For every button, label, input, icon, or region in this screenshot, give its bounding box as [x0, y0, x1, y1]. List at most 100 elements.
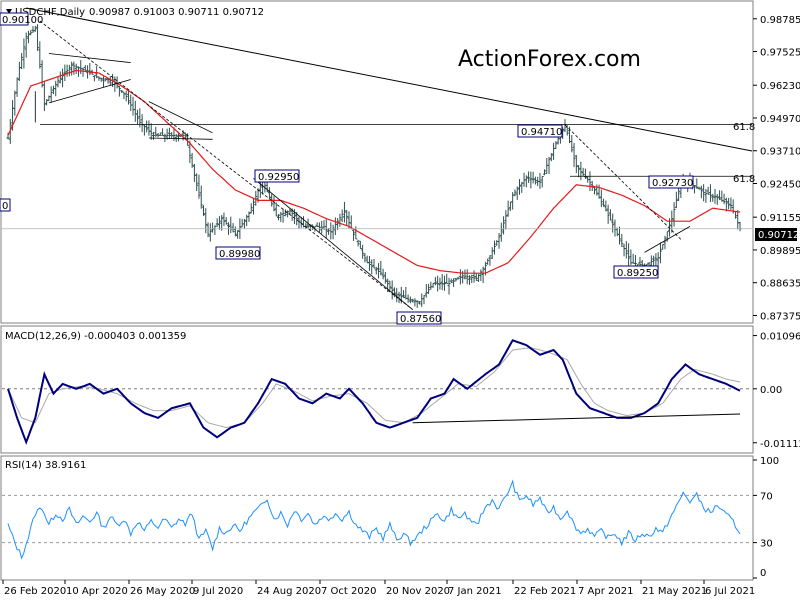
ohlc-bar	[497, 233, 501, 249]
ohlc-bar	[104, 78, 108, 82]
pattern-line	[48, 79, 131, 104]
ohlc-bar	[165, 128, 169, 140]
ohlc-bar	[204, 208, 208, 234]
ohlc-bar	[22, 38, 26, 69]
ohlc-bar	[147, 120, 151, 136]
ohlc-bar	[231, 223, 235, 233]
ohlc-bar	[145, 120, 149, 133]
ohlc-bar	[554, 141, 558, 149]
ohlc-bar	[440, 274, 444, 291]
ohlc-bar	[38, 41, 42, 69]
ohlc-bar	[124, 90, 128, 102]
price-tick-label: 0.94970	[760, 114, 800, 125]
price-tick-label: 0.88635	[760, 279, 800, 290]
macd-trendline	[412, 413, 741, 424]
ohlc-bar	[154, 126, 158, 137]
ohlc-bar	[56, 76, 60, 88]
ohlc-bar	[279, 211, 283, 222]
ohlc-bar	[627, 243, 631, 267]
ohlc-bar	[595, 184, 599, 196]
svg-text:0.92730: 0.92730	[652, 178, 693, 189]
ohlc-bar	[481, 266, 485, 284]
ohlc-bar	[715, 194, 719, 205]
ohlc-bar	[515, 186, 519, 200]
ohlc-bar	[370, 259, 374, 275]
ohlc-bar	[624, 241, 628, 259]
rsi-tick-label: 70	[760, 491, 773, 502]
ohlc-bar	[74, 63, 78, 74]
ohlc-bar	[320, 220, 324, 234]
ohlc-bar	[417, 301, 421, 305]
ohlc-bar	[620, 233, 624, 247]
fib-label-2: 61.8	[733, 174, 755, 185]
ohlc-bar	[579, 161, 583, 181]
ohlc-bar	[454, 277, 458, 282]
ohlc-bar	[365, 255, 369, 264]
ohlc-bar	[531, 171, 535, 184]
ohlc-bar	[211, 222, 215, 233]
ohlc-bar	[381, 268, 385, 280]
ohlc-bar	[236, 230, 240, 239]
ohlc-bar	[167, 127, 171, 139]
ohlc-bar	[129, 94, 133, 112]
price-tick-label: 0.91155	[760, 213, 800, 224]
ohlc-bar	[652, 255, 656, 267]
ohlc-bar	[427, 283, 431, 295]
price-panel-frame	[0, 0, 754, 324]
ohlc-bar	[252, 197, 256, 215]
ohlc-bar	[649, 255, 653, 268]
last-price-tag: 0.90712	[755, 228, 799, 241]
ohlc-bar	[220, 215, 224, 231]
ohlc-bar	[126, 89, 130, 105]
ohlc-bar	[613, 219, 617, 237]
ohlc-bar	[354, 226, 358, 240]
svg-text:0: 0	[2, 201, 8, 212]
ohlc-bar	[40, 60, 44, 88]
ohlc-bar	[72, 61, 76, 75]
ohlc-bar	[386, 278, 390, 292]
sma-line	[7, 69, 741, 274]
ohlc-bar	[88, 62, 92, 76]
ohlc-bar	[120, 90, 124, 93]
ohlc-bar	[163, 133, 167, 142]
ohlc-bar	[727, 197, 731, 210]
ohlc-bar	[183, 132, 187, 140]
ohlc-bar	[101, 76, 105, 88]
ohlc-bar	[449, 278, 453, 283]
ohlc-bar	[538, 172, 542, 189]
ohlc-bar	[713, 188, 717, 204]
ohlc-bar	[6, 132, 10, 140]
chart-header: USDCHF,Daily 0.90987 0.91003 0.90711 0.9…	[6, 7, 264, 18]
ohlc-bar	[158, 132, 162, 136]
ohlc-bar	[540, 176, 544, 188]
ohlc-bar	[345, 209, 349, 226]
ohlc-bar	[697, 186, 701, 190]
ohlc-bar	[533, 176, 537, 185]
macd-tick-label: -0.011127	[760, 439, 800, 450]
ohlc-bar	[63, 64, 67, 81]
ohlc-bar	[70, 61, 74, 76]
ohlc-bar	[36, 24, 40, 51]
ohlc-bar	[149, 123, 153, 140]
ohlc-bar	[302, 216, 306, 228]
ohlc-bar	[108, 76, 112, 86]
ohlc-bar	[415, 300, 419, 308]
ohlc-bar	[379, 260, 383, 276]
ohlc-bar	[547, 157, 551, 175]
ohlc-bar	[79, 60, 83, 75]
ohlc-bar	[81, 67, 85, 77]
date-tick-label: 20 Nov 2020	[386, 586, 450, 597]
ohlc-bar	[151, 132, 155, 140]
ohlc-bar	[570, 135, 574, 153]
ohlc-bar	[202, 205, 206, 216]
ohlc-bar	[374, 266, 378, 275]
rsi-tick-label: 100	[760, 456, 779, 467]
ohlc-bar	[133, 100, 137, 122]
rsi-layer	[2, 479, 752, 560]
ohlc-bar	[206, 222, 210, 238]
svg-text:0.87560: 0.87560	[400, 314, 441, 325]
date-tick-label: 7 Jan 2021	[448, 586, 502, 597]
ohlc-bar	[661, 244, 665, 250]
date-tick-label: 10 Apr 2020	[66, 586, 128, 597]
